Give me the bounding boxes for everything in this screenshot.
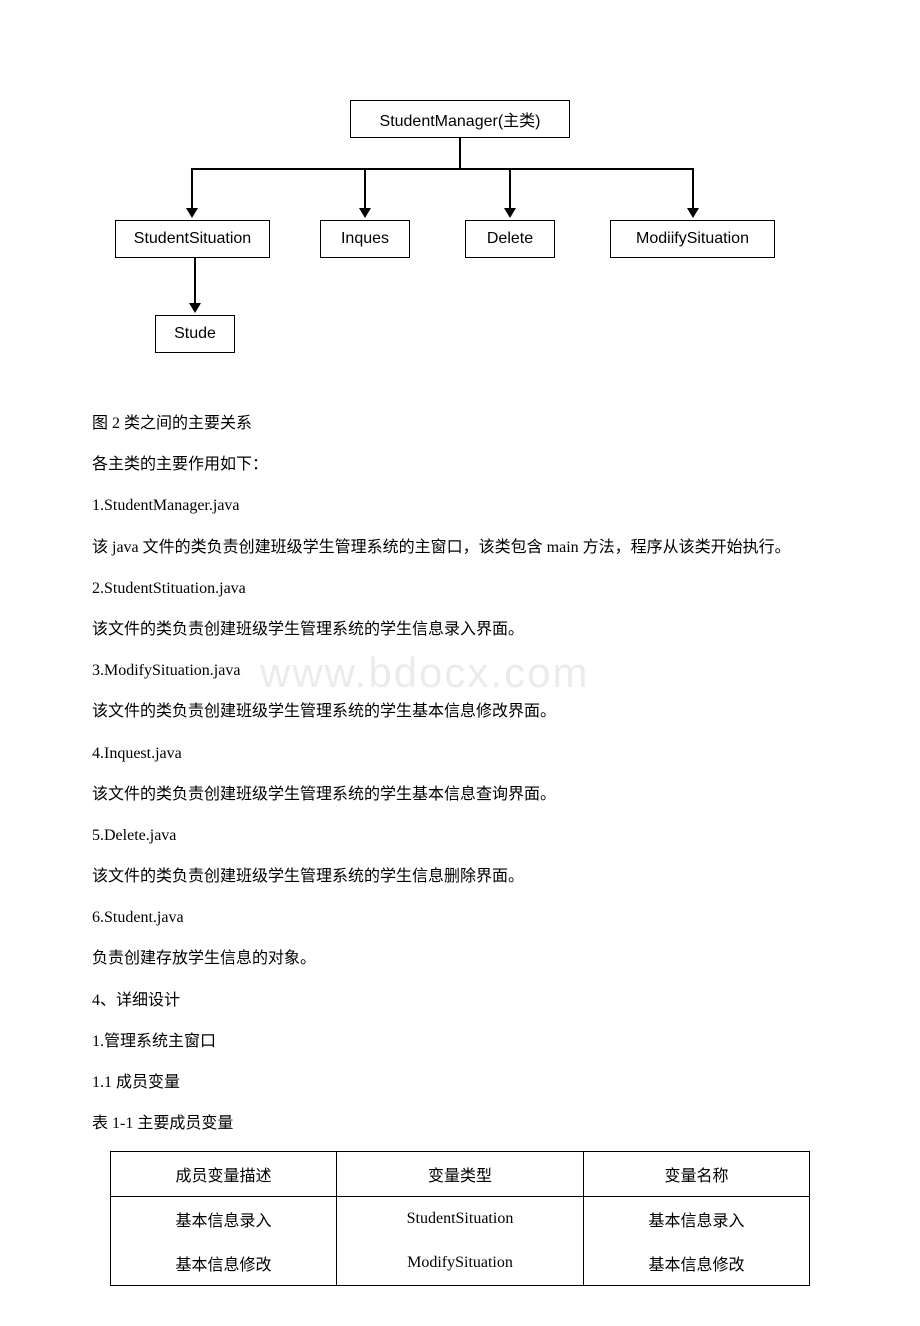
arrow bbox=[687, 208, 699, 218]
connector bbox=[192, 168, 694, 170]
arrow bbox=[504, 208, 516, 218]
node-student-situation: StudentSituation bbox=[115, 220, 270, 258]
connector bbox=[459, 138, 461, 168]
class-desc: 负责创建存放学生信息的对象。 bbox=[60, 945, 860, 972]
class-desc: 该文件的类负责创建班级学生管理系统的学生信息删除界面。 bbox=[60, 863, 860, 890]
figure-caption: 图 2 类之间的主要关系 bbox=[60, 410, 860, 437]
class-name: 2.StudentStituation.java bbox=[60, 575, 860, 602]
table-header-cell: 变量名称 bbox=[584, 1152, 810, 1197]
intro-text: 各主类的主要作用如下： bbox=[60, 451, 860, 478]
class-desc: 该文件的类负责创建班级学生管理系统的学生信息录入界面。 bbox=[60, 616, 860, 643]
member-variable-table: 成员变量描述 变量类型 变量名称 基本信息录入 StudentSituation… bbox=[110, 1151, 810, 1286]
table-header-row: 成员变量描述 变量类型 变量名称 bbox=[111, 1152, 810, 1197]
table-cell: 基本信息修改 bbox=[111, 1241, 337, 1286]
section-heading: 1.管理系统主窗口 bbox=[60, 1028, 860, 1055]
table-caption: 表 1-1 主要成员变量 bbox=[60, 1110, 860, 1137]
class-name: 3.ModifySituation.java bbox=[60, 657, 860, 684]
connector bbox=[194, 258, 196, 305]
connector bbox=[191, 168, 193, 210]
class-name: 1.StudentManager.java bbox=[60, 492, 860, 519]
table-cell: 基本信息录入 bbox=[584, 1197, 810, 1242]
class-desc: 该 java 文件的类负责创建班级学生管理系统的主窗口，该类包含 main 方法… bbox=[60, 534, 860, 561]
table-row: 基本信息录入 StudentSituation 基本信息录入 bbox=[111, 1197, 810, 1242]
table-header-cell: 成员变量描述 bbox=[111, 1152, 337, 1197]
table-cell: 基本信息修改 bbox=[584, 1241, 810, 1286]
class-name: 6.Student.java bbox=[60, 904, 860, 931]
node-root: StudentManager(主类) bbox=[350, 100, 570, 138]
connector bbox=[509, 168, 511, 210]
section-heading: 4、详细设计 bbox=[60, 987, 860, 1014]
arrow bbox=[186, 208, 198, 218]
table-header-cell: 变量类型 bbox=[336, 1152, 583, 1197]
connector bbox=[692, 168, 694, 210]
class-name: 4.Inquest.java bbox=[60, 740, 860, 767]
arrow bbox=[359, 208, 371, 218]
node-modify-situation: ModiifySituation bbox=[610, 220, 775, 258]
class-diagram: StudentManager(主类) StudentSituation Inqu… bbox=[60, 100, 860, 380]
node-stude: Stude bbox=[155, 315, 235, 353]
node-delete: Delete bbox=[465, 220, 555, 258]
table-cell: ModifySituation bbox=[336, 1241, 583, 1286]
node-inques: Inques bbox=[320, 220, 410, 258]
table-cell: StudentSituation bbox=[336, 1197, 583, 1242]
section-heading: 1.1 成员变量 bbox=[60, 1069, 860, 1096]
table-cell: 基本信息录入 bbox=[111, 1197, 337, 1242]
connector bbox=[364, 168, 366, 210]
table-row: 基本信息修改 ModifySituation 基本信息修改 bbox=[111, 1241, 810, 1286]
class-desc: 该文件的类负责创建班级学生管理系统的学生基本信息修改界面。 bbox=[60, 698, 860, 725]
class-desc: 该文件的类负责创建班级学生管理系统的学生基本信息查询界面。 bbox=[60, 781, 860, 808]
class-name: 5.Delete.java bbox=[60, 822, 860, 849]
arrow bbox=[189, 303, 201, 313]
